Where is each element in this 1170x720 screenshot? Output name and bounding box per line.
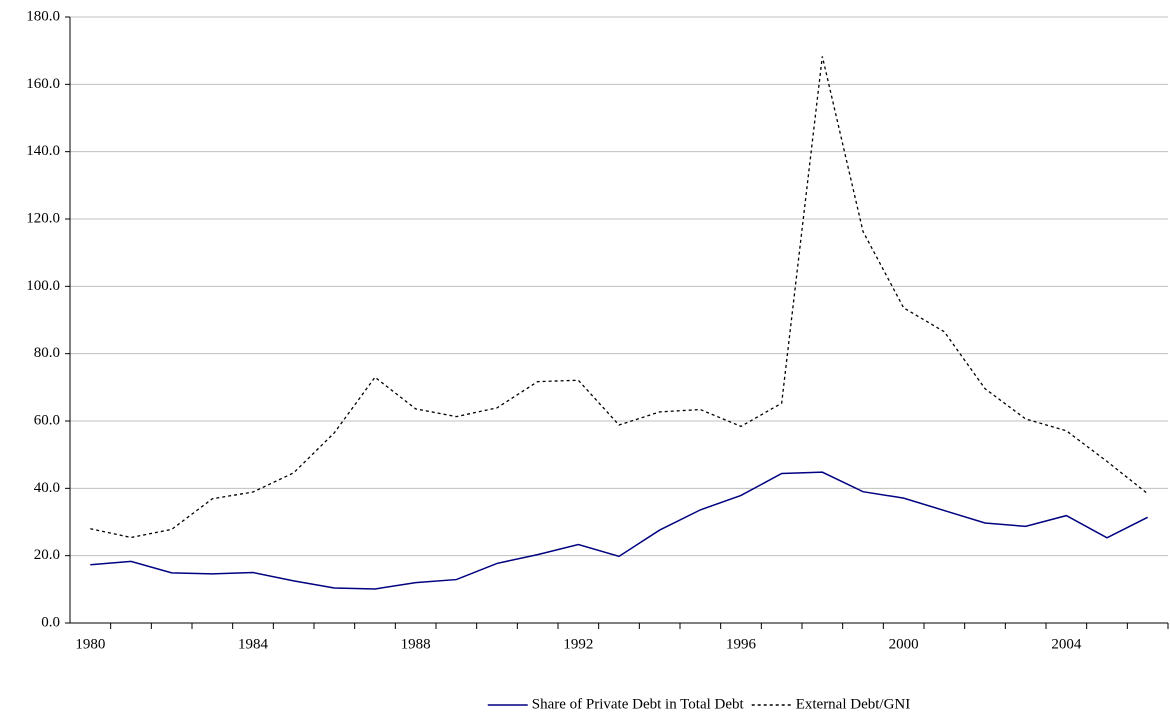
x-tick-label: 1984: [238, 636, 269, 652]
y-tick-label: 40.0: [34, 480, 60, 496]
y-tick-label: 60.0: [34, 412, 60, 428]
y-tick-label: 160.0: [26, 76, 60, 92]
x-tick-label: 1996: [726, 636, 757, 652]
x-tick-label: 1992: [563, 636, 593, 652]
y-tick-label: 180.0: [26, 8, 60, 24]
series-line: [90, 471, 1149, 590]
x-tick-label: 1988: [401, 636, 431, 652]
series-line: [90, 56, 1149, 539]
x-tick-label: 1980: [75, 636, 105, 652]
x-tick-label: 2000: [889, 636, 919, 652]
y-tick-label: 0.0: [41, 614, 60, 630]
y-tick-label: 140.0: [26, 143, 60, 159]
y-tick-label: 80.0: [34, 345, 60, 361]
legend-label: Share of Private Debt in Total Debt: [532, 696, 745, 712]
y-tick-label: 20.0: [34, 547, 60, 563]
y-tick-label: 100.0: [26, 278, 60, 294]
x-tick-label: 2004: [1051, 636, 1082, 652]
legend-label: External Debt/GNI: [796, 696, 911, 712]
y-tick-label: 120.0: [26, 210, 60, 226]
